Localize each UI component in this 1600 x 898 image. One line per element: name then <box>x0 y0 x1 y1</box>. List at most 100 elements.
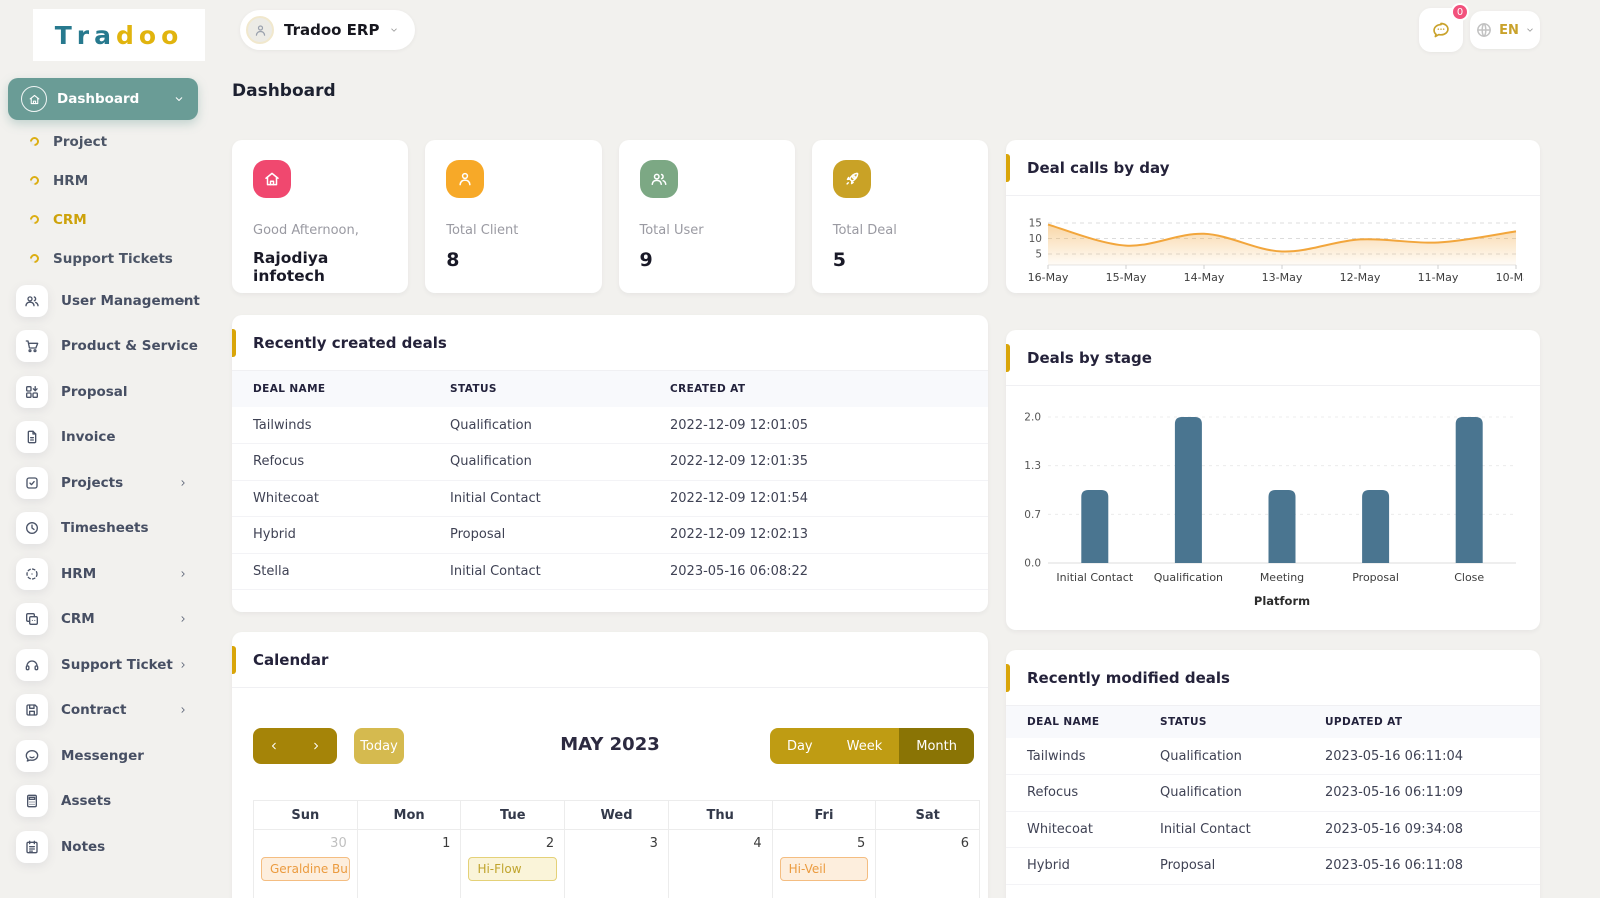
sidebar-item-product-service[interactable]: Product & Service <box>0 324 230 370</box>
sidebar-item-label: Projects <box>61 474 124 491</box>
stat-cards-row: Good Afternoon, Rajodiya infotech Total Cl… <box>232 140 988 293</box>
calendar-cell[interactable]: 4 <box>669 830 773 898</box>
check-square-icon <box>16 466 48 499</box>
deal-calls-card: Deal calls by day 15 10 5 16-May 15-May 14-Ma… <box>1006 140 1540 293</box>
calendar-day-header: Sun <box>254 801 358 829</box>
home-icon <box>21 86 47 112</box>
language-selector[interactable]: EN <box>1470 11 1540 49</box>
users-icon <box>639 160 678 198</box>
sidebar-item-notes[interactable]: Notes <box>0 824 230 870</box>
logo-letter: a <box>94 20 116 50</box>
sidebar-item-label: Notes <box>61 838 106 855</box>
calendar-event[interactable]: Hi-Flow <box>468 857 558 881</box>
sidebar-item-assets[interactable]: Assets <box>0 779 230 825</box>
section-title: Recently modified deals <box>1027 668 1230 687</box>
sidebar-item-crm[interactable]: CRM <box>0 200 230 239</box>
recently-modified-deals-card: Recently modified deals DEAL NAME STATUS U… <box>1006 650 1540 898</box>
svg-text:15: 15 <box>1029 218 1042 230</box>
calendar-date: 2 <box>545 836 555 851</box>
sidebar-item-label: Support Tickets <box>53 250 173 267</box>
column-header: CREATED AT <box>670 371 988 407</box>
table-cell: 2023-05-16 06:11:04 <box>1325 738 1540 775</box>
sidebar-item-projects[interactable]: Projects <box>0 460 230 506</box>
chevron-left-icon <box>253 740 295 752</box>
sidebar-item-label: Invoice <box>61 429 116 446</box>
stat-label: Good Afternoon, <box>253 223 359 238</box>
calendar-date: 1 <box>442 836 451 851</box>
stat-value: 9 <box>639 249 653 271</box>
sidebar-item-project[interactable]: Project <box>0 122 230 161</box>
calendar-event[interactable]: Hi-Veil <box>779 857 869 881</box>
workspace-selector[interactable]: Tradoo ERP <box>240 10 416 50</box>
calendar-today-button[interactable]: Today <box>354 728 404 764</box>
sidebar-item-dashboard[interactable]: Dashboard <box>8 78 198 120</box>
column-header: DEAL NAME <box>232 371 450 407</box>
sidebar-item-contract[interactable]: Contract <box>0 688 230 734</box>
sidebar-item-hrm[interactable]: HRM <box>0 551 230 597</box>
calendar-cell[interactable]: 6 <box>876 830 979 898</box>
grid-arrow-icon <box>16 375 48 408</box>
person-icon <box>253 23 268 38</box>
section-title: Deal calls by day <box>1027 158 1170 177</box>
calendar-cell[interactable]: 2 Hi-Flow <box>461 830 566 898</box>
sidebar-sub-list: Project HRM CRM Support Tickets <box>0 122 230 278</box>
sidebar-item-support-tickets[interactable]: Support Tickets <box>0 239 230 278</box>
calendar-day-header: Thu <box>669 801 773 829</box>
chevron-right-icon <box>178 569 188 579</box>
accent-bar <box>1006 664 1010 692</box>
svg-text:Close: Close <box>1454 571 1484 584</box>
sidebar-item-messenger[interactable]: Messenger <box>0 733 230 779</box>
calendar-day-header: Sat <box>915 807 940 823</box>
sidebar-item-hrm[interactable]: HRM <box>0 161 230 200</box>
svg-text:12-May: 12-May <box>1340 271 1381 284</box>
recently-modified-table: DEAL NAME STATUS UPDATED AT Tailwinds Qualif… <box>1006 706 1540 885</box>
stat-label: Total Deal <box>832 223 897 238</box>
stat-card-total-client: Total Client 8 <box>425 140 602 293</box>
calendar-cell[interactable]: 3 <box>565 830 669 898</box>
file-invoice-icon <box>16 421 48 454</box>
calendar-day-header: Wed <box>565 801 669 829</box>
headset-icon <box>16 648 48 681</box>
table-row: Hybrid Proposal 2023-05-16 06:11:08 <box>1006 847 1540 885</box>
calendar-view-month[interactable]: Month <box>899 728 974 764</box>
sidebar-item-crm[interactable]: CRM <box>0 597 230 643</box>
calendar-cell[interactable]: 5 Hi-Veil <box>773 830 877 898</box>
sidebar-item-support-ticket[interactable]: Support Ticket <box>0 642 230 688</box>
table-cell: 2022-12-09 12:01:35 <box>670 443 988 481</box>
table-cell: Refocus <box>1006 774 1160 812</box>
calendar-cell[interactable]: 30 Geraldine Burt <box>254 830 358 898</box>
svg-text:Platform: Platform <box>1254 594 1310 608</box>
section-title: Deals by stage <box>1027 348 1152 367</box>
sidebar-item-proposal[interactable]: Proposal <box>0 369 230 415</box>
calendar-view-week[interactable]: Week <box>829 728 900 764</box>
chevron-right-icon <box>178 478 188 488</box>
sidebar-item-label: Messenger <box>61 747 144 764</box>
table-cell: Tailwinds <box>232 407 450 444</box>
svg-text:0.0: 0.0 <box>1024 558 1041 570</box>
table-cell: Initial Contact <box>450 480 670 517</box>
column-header: UPDATED AT <box>1325 706 1540 738</box>
sidebar-item-label: Support Ticket <box>61 656 173 673</box>
dashed-circle-icon <box>16 557 48 590</box>
calendar-view-day[interactable]: Day <box>769 728 830 764</box>
table-cell: 2023-05-16 06:11:08 <box>1325 847 1540 885</box>
calendar-day-header: Mon <box>358 801 462 829</box>
table-cell: 2022-12-09 12:02:13 <box>670 516 988 554</box>
calendar-date: 6 <box>960 836 970 851</box>
calendar-event[interactable]: Geraldine Burt <box>261 857 350 881</box>
messages-button[interactable]: 0 <box>1419 3 1469 52</box>
calendar-cell[interactable]: 1 <box>358 830 462 898</box>
calendar-prev-button[interactable] <box>253 728 295 764</box>
sidebar-item-timesheets[interactable]: Timesheets <box>0 506 230 552</box>
globe-icon <box>1475 21 1493 39</box>
deals-by-stage-card: Deals by stage 2.0 1.3 0.7 0.0 Initial Conta… <box>1006 330 1540 630</box>
sidebar-item-invoice[interactable]: Invoice <box>0 415 230 461</box>
sidebar-item-user-management[interactable]: User Management <box>0 278 230 324</box>
table-cell: Qualification <box>450 443 670 481</box>
svg-text:14-May: 14-May <box>1184 271 1225 284</box>
chevron-down-icon <box>173 93 185 105</box>
calendar-next-button[interactable] <box>295 728 337 764</box>
svg-text:16-May: 16-May <box>1028 271 1069 284</box>
svg-text:10-May: 10-May <box>1496 271 1524 284</box>
